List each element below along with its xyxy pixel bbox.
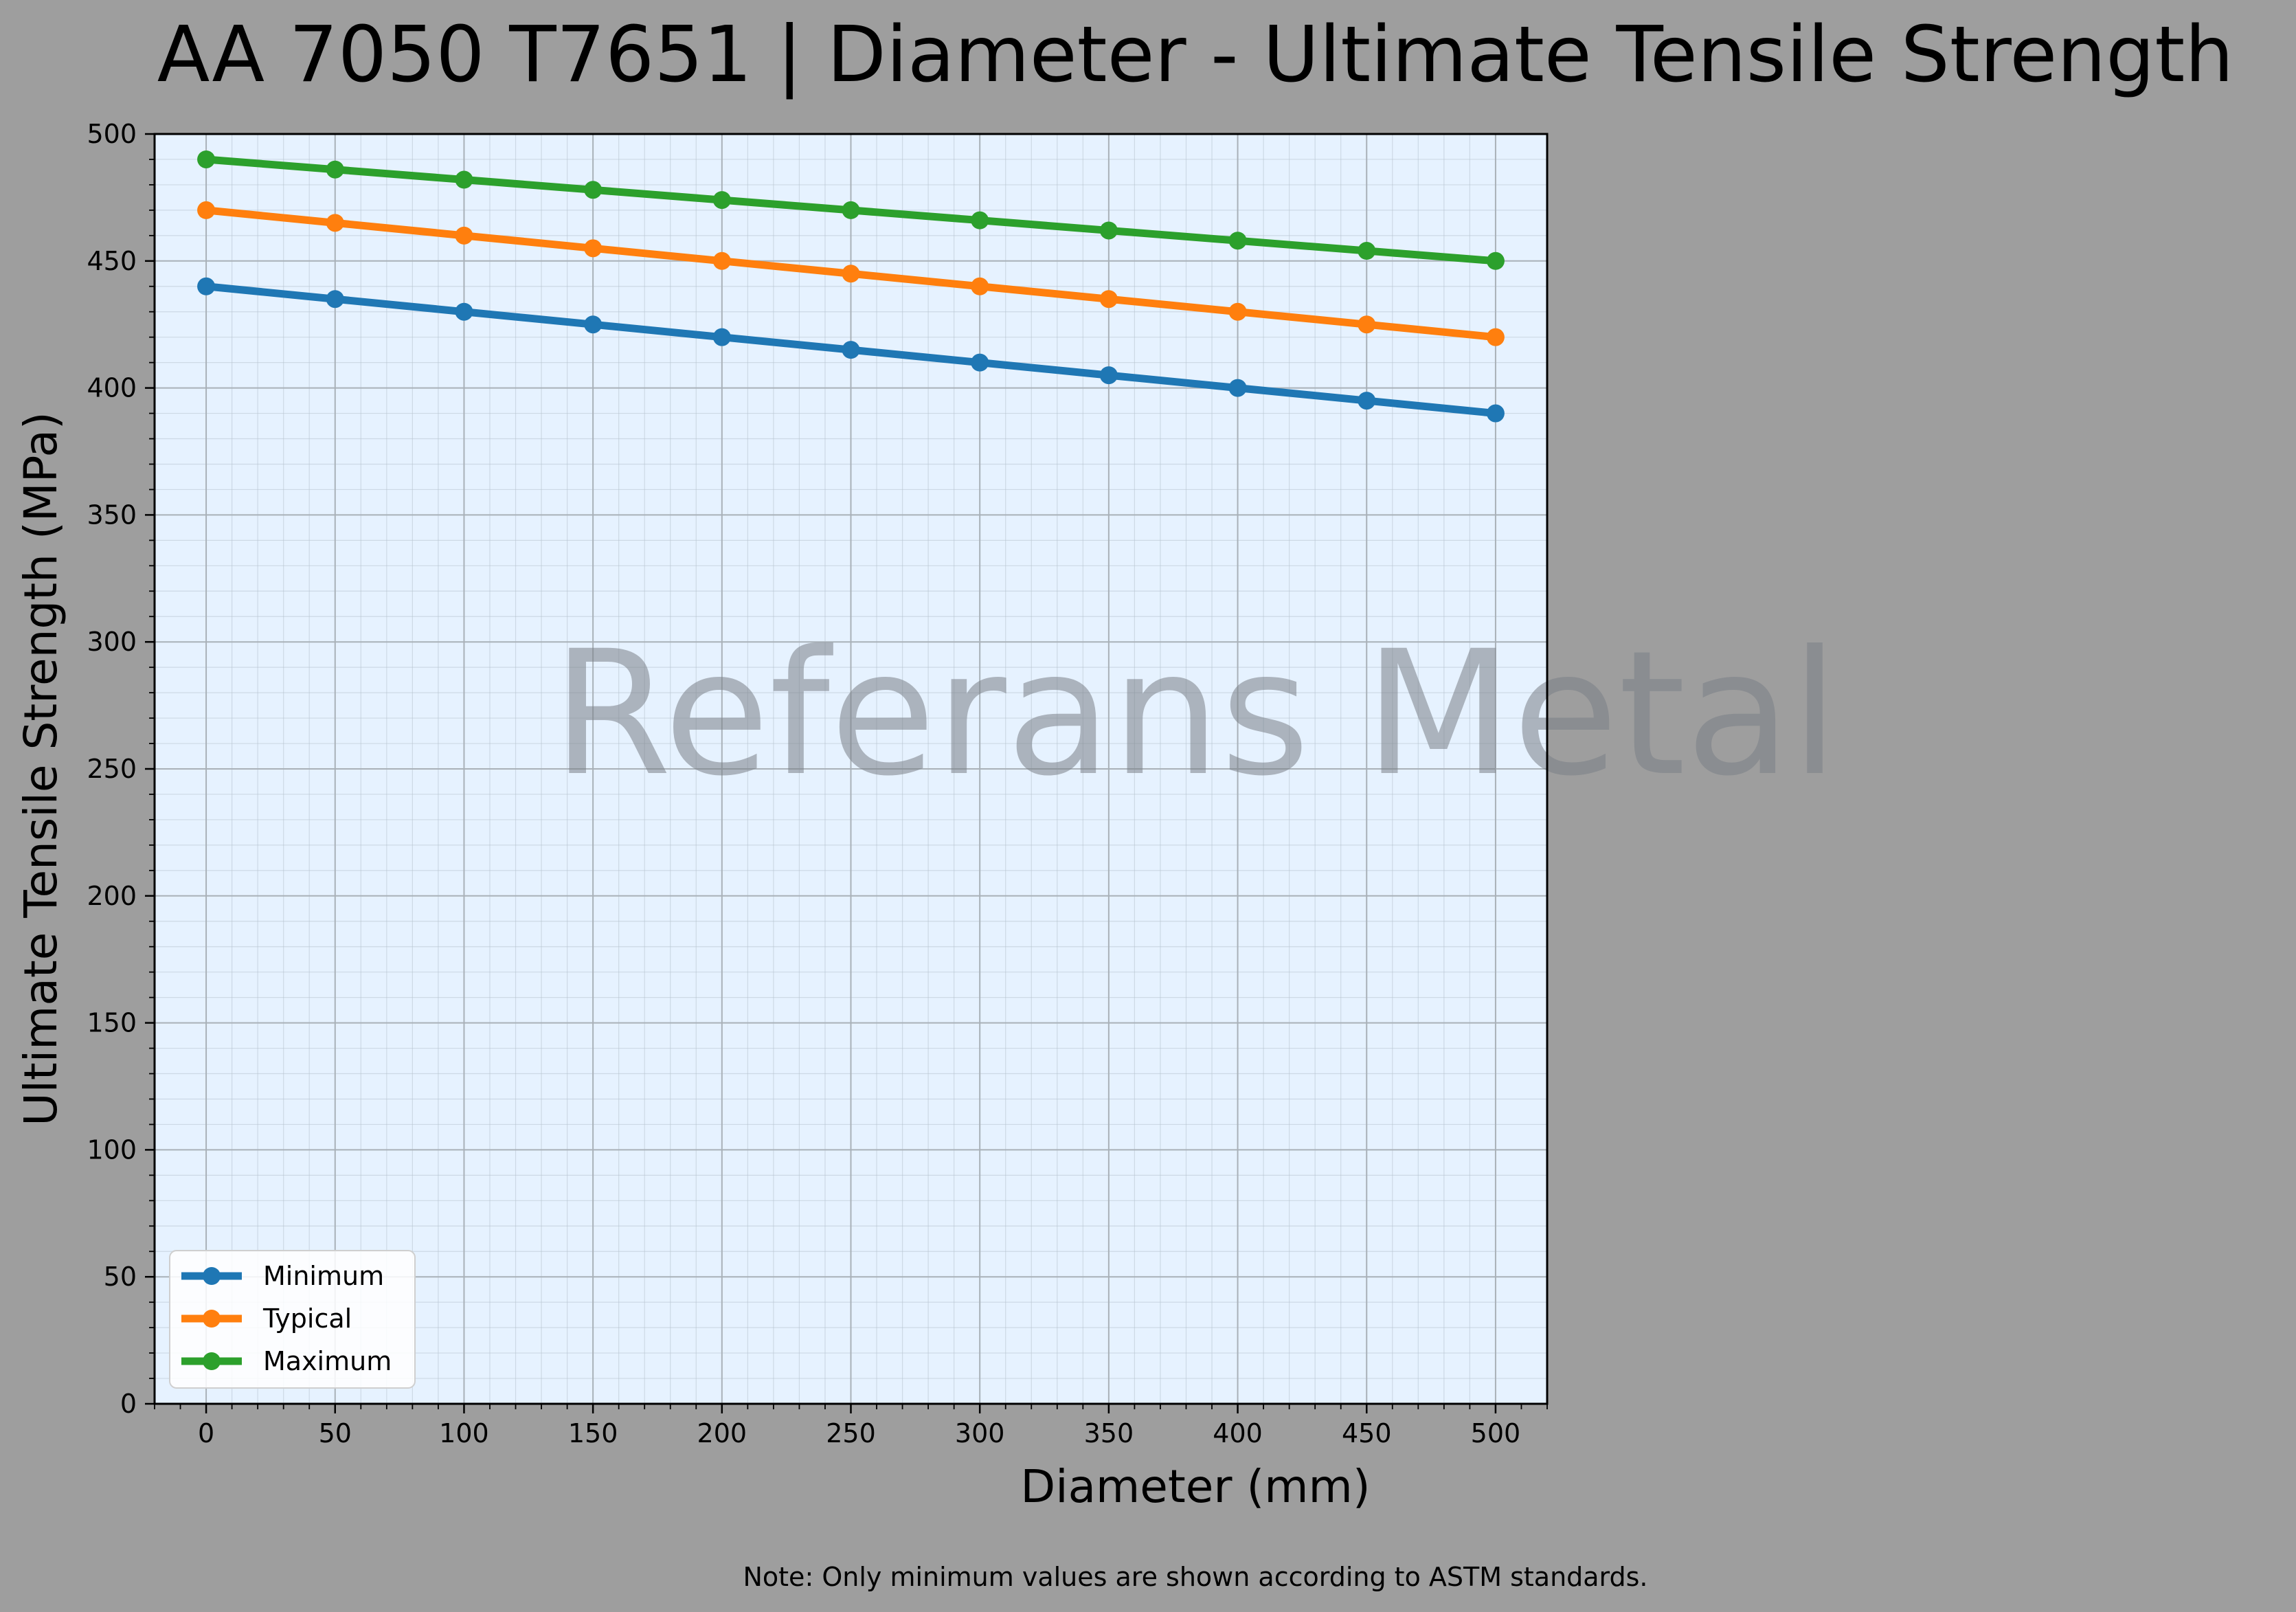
data-point-minimum: [971, 353, 989, 372]
x-axis-label: Diameter (mm): [1020, 1460, 1370, 1513]
data-point-maximum: [1228, 232, 1247, 250]
data-point-maximum: [712, 191, 731, 210]
legend-marker-maximum: [203, 1352, 221, 1370]
y-tick-label: 400: [87, 373, 137, 403]
x-tick-label: 350: [1084, 1418, 1134, 1448]
x-tick-label: 200: [697, 1418, 747, 1448]
data-point-minimum: [326, 290, 344, 309]
watermark-text: Referans Metal: [552, 614, 1838, 814]
data-point-typical: [584, 239, 603, 258]
data-point-maximum: [842, 201, 860, 219]
chart-title: AA 7050 T7651 | Diameter - Ultimate Tens…: [157, 10, 2234, 100]
x-tick-label: 250: [826, 1418, 876, 1448]
footnote: Note: Only minimum values are shown acco…: [743, 1562, 1647, 1592]
legend: Minimum Typical Maximum: [169, 1250, 416, 1389]
data-point-minimum: [1099, 366, 1118, 385]
y-tick-label: 50: [104, 1262, 137, 1292]
x-tick-label: 100: [439, 1418, 489, 1448]
data-point-minimum: [1228, 379, 1247, 397]
legend-marker-typical: [203, 1310, 221, 1328]
legend-marker-minimum: [203, 1267, 221, 1285]
x-tick-label: 0: [198, 1418, 214, 1448]
major-gridlines: [155, 134, 1547, 1404]
data-point-typical: [326, 214, 344, 232]
data-point-minimum: [197, 277, 216, 295]
data-point-maximum: [197, 150, 216, 168]
data-point-maximum: [326, 160, 344, 179]
y-axis-label: Ultimate Tensile Strength (MPa): [14, 412, 67, 1126]
data-point-typical: [1358, 315, 1376, 334]
data-point-minimum: [842, 341, 860, 359]
data-point-maximum: [1099, 221, 1118, 240]
data-point-typical: [1228, 302, 1247, 321]
legend-box: [169, 1250, 416, 1389]
data-point-typical: [1099, 290, 1118, 309]
y-tick-label: 500: [87, 119, 137, 149]
data-point-maximum: [971, 211, 989, 230]
x-tick-label: 150: [568, 1418, 618, 1448]
y-tick-label: 0: [120, 1389, 137, 1419]
data-point-minimum: [1486, 404, 1505, 423]
data-point-typical: [712, 251, 731, 270]
data-point-typical: [1486, 328, 1505, 346]
data-point-minimum: [455, 302, 473, 321]
data-point-typical: [197, 201, 216, 219]
x-tick-label: 50: [319, 1418, 352, 1448]
legend-label-typical: Typical: [262, 1303, 352, 1334]
data-point-minimum: [584, 315, 603, 334]
x-tick-label: 400: [1213, 1418, 1263, 1448]
data-point-typical: [455, 226, 473, 245]
data-point-typical: [842, 265, 860, 283]
x-tick-label: 450: [1342, 1418, 1392, 1448]
data-point-minimum: [1358, 392, 1376, 410]
data-point-maximum: [1358, 242, 1376, 260]
x-tick-label: 500: [1471, 1418, 1521, 1448]
y-tick-label: 100: [87, 1134, 137, 1165]
data-point-typical: [971, 277, 989, 295]
data-point-minimum: [712, 328, 731, 346]
series-layer: [197, 150, 1505, 423]
y-tick-label: 250: [87, 754, 137, 784]
data-point-maximum: [1486, 251, 1505, 270]
axis-ticks: 0 50 100 150 200 250 300 350 400 450 500 0 50 100 150 2…: [87, 119, 1548, 1448]
y-tick-label: 150: [87, 1008, 137, 1038]
y-tick-label: 200: [87, 881, 137, 911]
legend-label-minimum: Minimum: [263, 1261, 384, 1291]
data-point-maximum: [455, 170, 473, 189]
legend-label-maximum: Maximum: [263, 1346, 392, 1376]
y-tick-label: 350: [87, 500, 137, 530]
data-point-maximum: [584, 181, 603, 199]
y-tick-label: 300: [87, 627, 137, 657]
y-tick-label: 450: [87, 246, 137, 276]
x-tick-label: 300: [955, 1418, 1005, 1448]
